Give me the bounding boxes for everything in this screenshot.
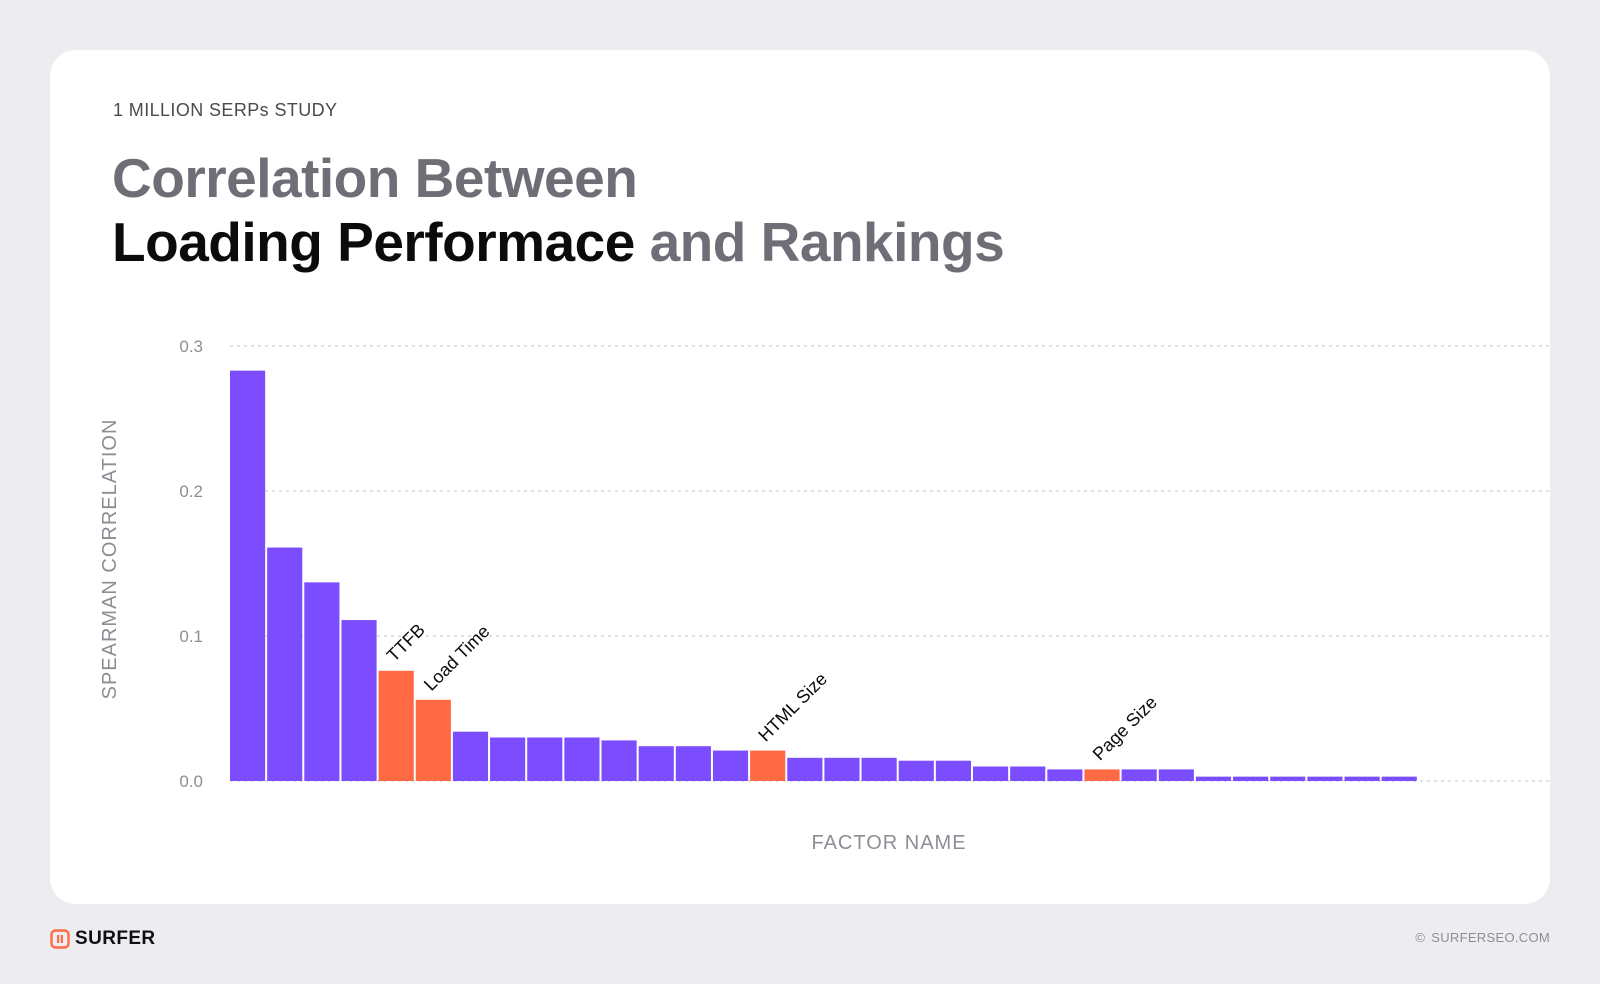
- bar-label: Load Time: [420, 621, 494, 695]
- bar: [750, 750, 786, 781]
- y-tick-label: 0.0: [179, 772, 203, 791]
- title-line-2-rest: and Rankings: [649, 211, 1005, 273]
- bar: [1195, 776, 1232, 781]
- bar: [1381, 776, 1417, 781]
- bar-label: HTML Size: [754, 669, 831, 746]
- bar: [490, 737, 526, 781]
- copyright-icon: ©: [1415, 930, 1426, 945]
- bar: [267, 547, 303, 781]
- title-line-1: Correlation Between: [112, 147, 638, 209]
- bar: [638, 746, 674, 781]
- bar-label: TTFB: [383, 620, 429, 666]
- bar-label: Page Size: [1089, 692, 1161, 764]
- y-tick-label: 0.2: [179, 482, 203, 501]
- bar: [787, 757, 823, 781]
- copyright-text: SURFERSEO.COM: [1431, 930, 1550, 945]
- bar: [341, 620, 377, 781]
- bar: [1158, 769, 1194, 781]
- bar: [861, 757, 897, 781]
- surfer-logo[interactable]: SURFER: [50, 928, 156, 950]
- bar: [527, 737, 563, 781]
- y-tick-label: 0.1: [179, 627, 203, 646]
- bar: [304, 582, 340, 781]
- bar: [564, 737, 600, 781]
- bar: [601, 740, 637, 781]
- bar: [1121, 769, 1157, 781]
- brand-name: SURFER: [75, 928, 156, 949]
- y-axis-label: SPEARMAN CORRELATION: [99, 419, 121, 700]
- bar: [712, 750, 749, 781]
- bar: [1084, 769, 1120, 781]
- bar: [415, 699, 451, 781]
- chart-title: Correlation Between Loading Performace a…: [112, 146, 1005, 274]
- bar: [452, 731, 489, 781]
- title-line-2-strong: Loading Performace: [112, 211, 635, 273]
- bar: [824, 757, 860, 781]
- bar: [675, 746, 711, 781]
- y-tick-label: 0.3: [179, 337, 203, 356]
- study-eyebrow: 1 MILLION SERPs STUDY: [113, 100, 338, 120]
- bar: [230, 370, 266, 781]
- bar: [1344, 776, 1380, 781]
- bars: [230, 370, 1417, 781]
- copyright: © SURFERSEO.COM: [1415, 930, 1550, 945]
- bar: [935, 760, 971, 781]
- y-tick-labels: 0.0 0.1 0.2 0.3: [179, 337, 203, 791]
- bar: [1270, 776, 1306, 781]
- x-axis-label: FACTOR NAME: [811, 832, 966, 854]
- bar: [1307, 776, 1343, 781]
- bar: [1233, 776, 1269, 781]
- bar: [973, 766, 1009, 781]
- bar: [1010, 766, 1046, 781]
- bar: [898, 760, 934, 781]
- bar: [1047, 769, 1083, 781]
- bar: [378, 670, 414, 781]
- surfer-logo-icon: [50, 929, 70, 949]
